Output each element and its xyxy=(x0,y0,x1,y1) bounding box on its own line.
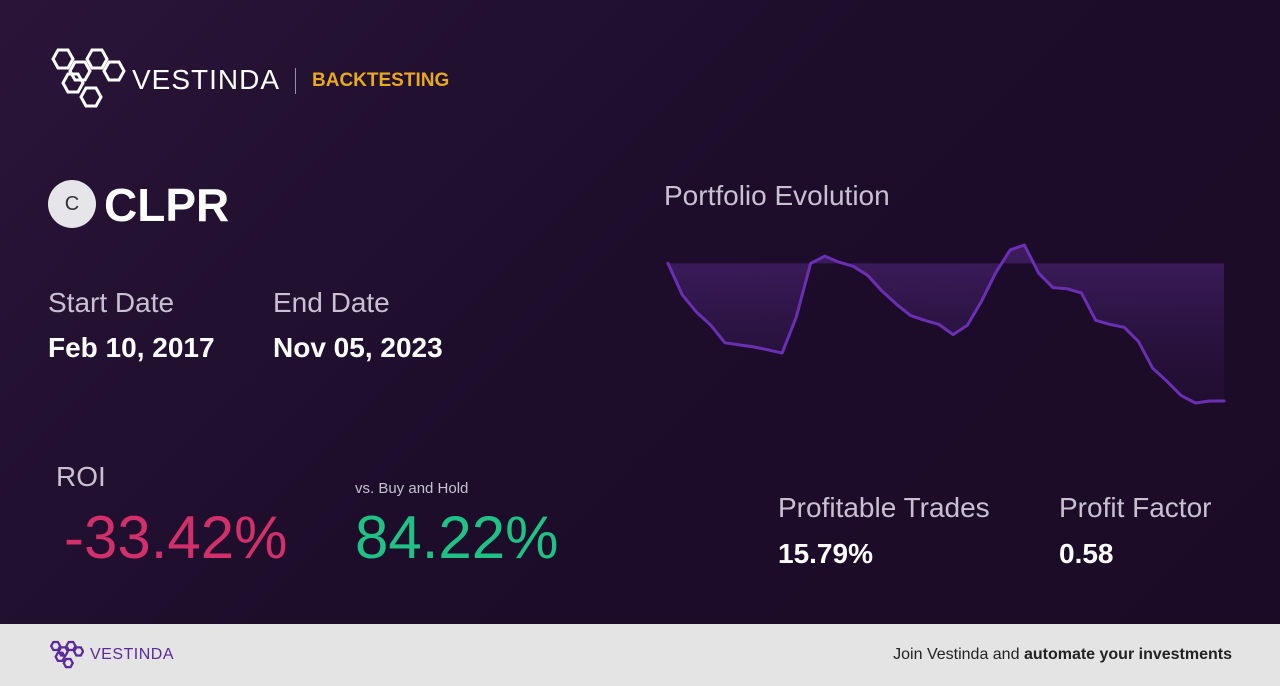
profitable-value: 15.79% xyxy=(778,538,873,569)
cta-bold[interactable]: automate your investments xyxy=(1023,646,1232,663)
footer-cta: Join Vestinda and automate your investme… xyxy=(893,646,1232,664)
chart-title: Portfolio Evolution xyxy=(664,180,890,211)
line-area xyxy=(668,245,1224,403)
factor-value: 0.58 xyxy=(1059,538,1114,569)
compare-value: 84.22% xyxy=(355,504,559,571)
compare-label: vs. Buy and Hold xyxy=(355,480,469,497)
footer xyxy=(0,624,1280,686)
ticker: CLPR xyxy=(104,179,230,231)
roi-label: ROI xyxy=(56,461,106,492)
profitable-label: Profitable Trades xyxy=(778,492,990,523)
end-label: End Date xyxy=(273,287,390,318)
line xyxy=(666,243,1226,405)
footer-logo xyxy=(49,640,84,669)
roi-value: -33.42% xyxy=(64,504,288,571)
footer-brand: VESTINDA xyxy=(90,646,175,663)
cta-text: Join Vestinda and xyxy=(893,646,1020,663)
logo xyxy=(51,48,126,108)
brand: VESTINDA xyxy=(132,64,281,95)
section-label: BACKTESTING xyxy=(312,70,450,91)
start-label: Start Date xyxy=(48,287,175,318)
asset-icon: C xyxy=(48,180,96,228)
end-value: Nov 05, 2023 xyxy=(273,332,443,363)
separator xyxy=(295,68,296,94)
chart xyxy=(666,243,1226,405)
factor-label: Profit Factor xyxy=(1059,492,1212,523)
start-value: Feb 10, 2017 xyxy=(48,332,215,363)
